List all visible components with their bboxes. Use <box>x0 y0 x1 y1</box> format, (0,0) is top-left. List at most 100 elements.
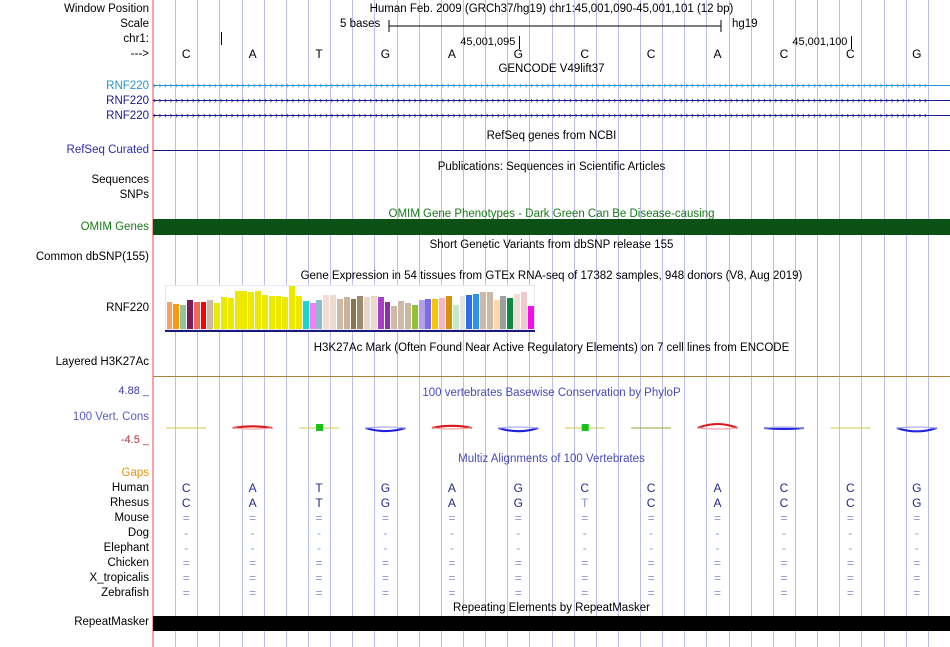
label-gaps[interactable]: Gaps <box>121 467 150 479</box>
label-species-human[interactable]: Human <box>111 482 149 494</box>
gtex-tissue-bar[interactable] <box>473 293 480 329</box>
ruler-tick <box>851 36 853 49</box>
gtex-tissue-bar[interactable] <box>527 306 534 329</box>
multiz-cell-zebrafish-4: = <box>381 586 389 600</box>
gtex-tissue-bar[interactable] <box>282 296 289 329</box>
gtex-tissue-bar[interactable] <box>439 297 445 329</box>
gtex-tissue-bar[interactable] <box>384 302 391 329</box>
multiz-track-title[interactable]: Multiz Alignments of 100 Vertebrates <box>458 453 645 465</box>
label-species-chicken[interactable]: Chicken <box>107 557 149 569</box>
phylop-conservation-plot[interactable] <box>153 396 950 446</box>
gtex-tissue-bar[interactable] <box>207 299 214 329</box>
gtex-tissue-bar[interactable] <box>323 294 330 329</box>
gencode-transcript-row-2[interactable]: ››››››››››››››››››››››››››››››››››››››››… <box>153 95 950 106</box>
gtex-tissue-bar[interactable] <box>186 299 193 329</box>
gtex-tissue-bar[interactable] <box>241 291 248 329</box>
label-publications-sequences[interactable]: Sequences <box>91 174 149 186</box>
gtex-tissue-bar[interactable] <box>316 299 323 329</box>
conservation-track-title[interactable]: 100 vertebrates Basewise Conservation by… <box>422 387 681 399</box>
label-species-x-tropicalis[interactable]: X_tropicalis <box>89 572 149 584</box>
dbsnp-track-title[interactable]: Short Genetic Variants from dbSNP releas… <box>429 239 674 251</box>
label-gencode-row-2[interactable]: RNF220 <box>106 95 149 107</box>
label-publications-snps[interactable]: SNPs <box>119 189 149 201</box>
gtex-tissue-bar[interactable] <box>418 299 425 329</box>
multiz-cell-elephant-9: - <box>715 541 720 555</box>
gtex-tissue-bar[interactable] <box>200 302 207 329</box>
label-gencode-row-1[interactable]: RNF220 <box>106 80 149 92</box>
gtex-tissue-bar[interactable] <box>268 295 275 329</box>
label-gencode-row-3[interactable]: RNF220 <box>106 110 149 122</box>
gridline <box>861 0 862 647</box>
gtex-tissue-bar[interactable] <box>493 299 500 329</box>
h3k27ac-track-title[interactable]: H3K27Ac Mark (Often Found Near Active Re… <box>313 342 790 354</box>
gtex-tissue-bar[interactable] <box>330 294 336 329</box>
label-species-elephant[interactable]: Elephant <box>103 542 149 554</box>
gtex-tissue-bar[interactable] <box>486 292 493 329</box>
gtex-tissue-bar[interactable] <box>364 296 371 329</box>
label-repeatmasker[interactable]: RepeatMasker <box>74 616 149 628</box>
label-common-dbsnp[interactable]: Common dbSNP(155) <box>35 251 149 263</box>
omim-track-title[interactable]: OMIM Gene Phenotypes - Dark Green Can Be… <box>388 208 715 220</box>
label-species-dog[interactable]: Dog <box>127 527 149 539</box>
multiz-cell-x_tropicalis-10: = <box>780 571 788 585</box>
gtex-tissue-bar[interactable] <box>452 305 459 329</box>
label-refseq-curated[interactable]: RefSeq Curated <box>66 144 149 156</box>
gtex-tissue-bar[interactable] <box>500 295 507 329</box>
gtex-tissue-bar[interactable] <box>166 302 173 329</box>
label-species-zebrafish[interactable]: Zebrafish <box>101 587 149 599</box>
gtex-tissue-bar[interactable] <box>248 292 255 329</box>
gtex-tissue-bar[interactable] <box>214 303 221 329</box>
gencode-transcript-row-3[interactable]: ››››››››››››››››››››››››››››››››››››››››… <box>153 110 950 121</box>
multiz-cell-chicken-8: = <box>647 556 655 570</box>
gtex-tissue-bar[interactable] <box>336 298 343 329</box>
gtex-tissue-bar[interactable] <box>514 293 520 329</box>
refseq-track-title[interactable]: RefSeq genes from NCBI <box>486 130 617 142</box>
gtex-tissue-bar[interactable] <box>425 298 432 329</box>
gtex-tissue-bar[interactable] <box>343 296 350 329</box>
gtex-tissue-bar[interactable] <box>221 296 227 329</box>
gtex-expression-barchart[interactable] <box>165 285 535 330</box>
label-100-vert-cons[interactable]: 100 Vert. Cons <box>72 411 149 423</box>
gtex-tissue-bar[interactable] <box>520 292 527 329</box>
gtex-tissue-bar[interactable] <box>466 294 473 329</box>
gtex-tissue-bar[interactable] <box>507 297 514 329</box>
gtex-tissue-bar[interactable] <box>479 292 486 329</box>
gtex-tissue-bar[interactable] <box>411 305 418 329</box>
gtex-tissue-bar[interactable] <box>370 295 377 329</box>
gtex-tissue-bar[interactable] <box>377 296 384 329</box>
multiz-cell-elephant-3: - <box>317 541 322 555</box>
gtex-tissue-bar[interactable] <box>227 297 234 329</box>
gtex-tissue-bar[interactable] <box>295 295 302 329</box>
gtex-tissue-bar[interactable] <box>357 295 364 329</box>
gtex-tissue-bar[interactable] <box>302 301 309 329</box>
label-omim-genes[interactable]: OMIM Genes <box>80 221 149 233</box>
omim-gene-feature-bar[interactable] <box>153 219 950 235</box>
label-layered-h3k27ac[interactable]: Layered H3K27Ac <box>55 356 149 368</box>
gtex-tissue-bar[interactable] <box>398 301 405 329</box>
gtex-tissue-bar[interactable] <box>405 303 411 329</box>
gtex-tissue-bar[interactable] <box>261 294 268 329</box>
gtex-tissue-bar[interactable] <box>255 291 261 329</box>
gtex-tissue-bar[interactable] <box>193 302 200 329</box>
gtex-tissue-bar[interactable] <box>391 306 398 329</box>
label-species-mouse[interactable]: Mouse <box>114 512 149 524</box>
publications-track-title[interactable]: Publications: Sequences in Scientific Ar… <box>437 161 666 173</box>
gtex-tissue-bar[interactable] <box>275 295 282 329</box>
gtex-tissue-bar[interactable] <box>289 286 296 329</box>
repeatmasker-feature-bar[interactable] <box>153 616 950 631</box>
repeatmasker-track-title[interactable]: Repeating Elements by RepeatMasker <box>453 602 650 614</box>
gtex-track-title[interactable]: Gene Expression in 54 tissues from GTEx … <box>300 270 803 282</box>
gtex-tissue-bar[interactable] <box>180 305 187 329</box>
gencode-track-title[interactable]: GENCODE V49lift37 <box>498 63 605 75</box>
gtex-tissue-bar[interactable] <box>234 291 241 329</box>
gtex-tissue-bar[interactable] <box>459 295 466 329</box>
refseq-curated-feature-line[interactable] <box>153 150 950 151</box>
gtex-tissue-bar[interactable] <box>350 298 357 329</box>
gtex-tissue-bar[interactable] <box>445 295 452 329</box>
label-species-rhesus[interactable]: Rhesus <box>110 497 149 509</box>
gtex-tissue-bar[interactable] <box>432 298 439 329</box>
gencode-transcript-row-1[interactable]: ››››››››››››››››››››››››››››››››››››››››… <box>153 80 950 91</box>
gtex-tissue-bar[interactable] <box>309 303 316 329</box>
label-gtex-rnf220[interactable]: RNF220 <box>106 302 149 314</box>
gtex-tissue-bar[interactable] <box>173 304 180 329</box>
